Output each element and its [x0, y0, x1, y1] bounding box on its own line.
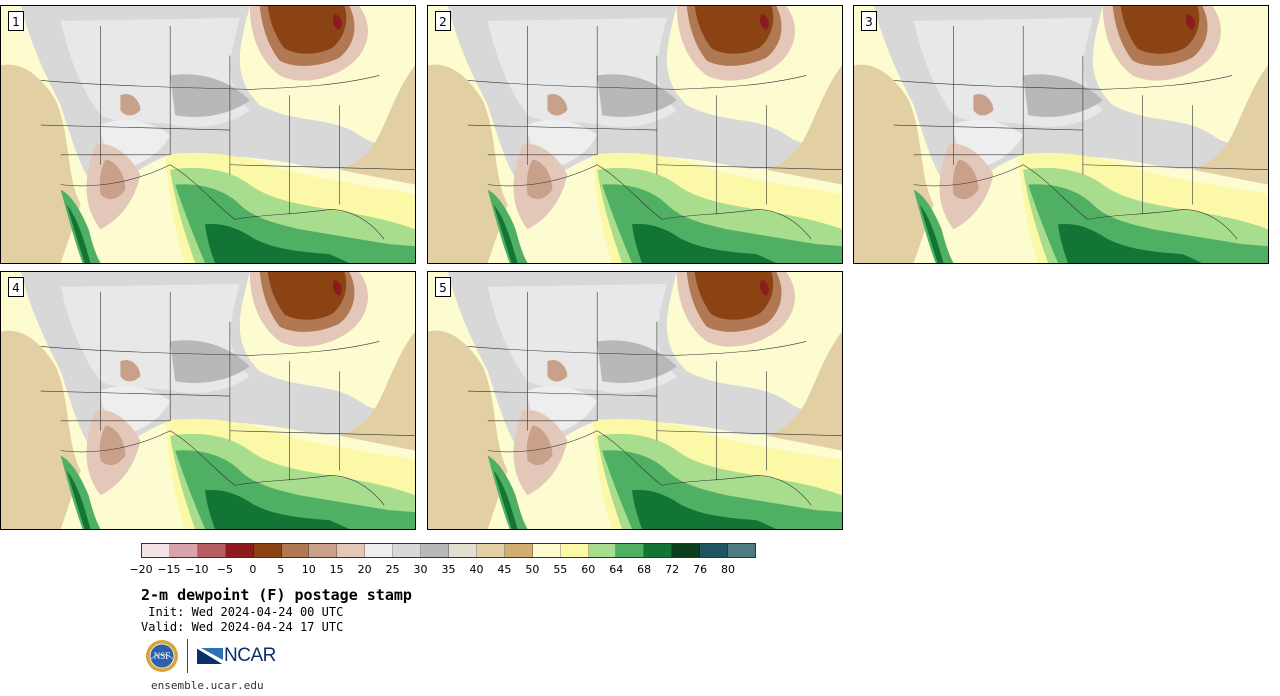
colorbar-segment	[616, 544, 645, 557]
colorbar-tick-label: −15	[157, 563, 181, 576]
map-panel: 1	[0, 5, 416, 264]
dewpoint-map	[854, 6, 1268, 263]
panel-number: 4	[8, 277, 24, 297]
panel-number: 3	[861, 11, 877, 31]
colorbar-segment	[532, 544, 561, 557]
footer-url: ensemble.ucar.edu	[151, 679, 264, 692]
colorbar-tick-label: 25	[385, 563, 400, 576]
colorbar-tick-label: 72	[665, 563, 680, 576]
dewpoint-map	[1, 272, 415, 529]
colorbar-segment	[421, 544, 449, 557]
colorbar-segment	[560, 544, 589, 557]
colorbar-segment	[253, 544, 282, 557]
colorbar-segment	[672, 544, 701, 557]
colorbar-segment	[225, 544, 254, 557]
colorbar-tick-label: 76	[693, 563, 708, 576]
colorbar-tick-label: 15	[329, 563, 344, 576]
colorbar-tick-label: 68	[637, 563, 652, 576]
panel-number: 1	[8, 11, 24, 31]
colorbar-segment	[197, 544, 226, 557]
ncar-logo: NCAR	[197, 645, 276, 667]
colorbar-segment	[644, 544, 673, 557]
colorbar-tick-label: 35	[441, 563, 456, 576]
panel-number: 2	[435, 11, 451, 31]
colorbar-tick-label: −20	[129, 563, 153, 576]
colorbar-segment	[393, 544, 422, 557]
colorbar-segment	[700, 544, 729, 557]
chart-title: 2-m dewpoint (F) postage stamp	[141, 586, 412, 604]
dewpoint-map	[428, 6, 842, 263]
ncar-mark-icon	[197, 647, 223, 665]
colorbar-tick-label: 20	[357, 563, 372, 576]
colorbar-segment	[448, 544, 477, 557]
nsf-logo: NSF	[146, 640, 178, 672]
colorbar-segment	[504, 544, 533, 557]
logos: NSF NCAR	[145, 638, 276, 674]
dewpoint-map	[428, 272, 842, 529]
colorbar-tick-label: 45	[497, 563, 512, 576]
init-time: Init: Wed 2024-04-24 00 UTC	[141, 605, 344, 619]
colorbar-segment	[476, 544, 505, 557]
colorbar-tick-label: 55	[553, 563, 568, 576]
colorbar-segment	[142, 544, 170, 557]
colorbar-tick-label: 40	[469, 563, 484, 576]
map-panel: 5	[427, 271, 843, 530]
colorbar-segment	[588, 544, 617, 557]
dewpoint-map	[1, 6, 415, 263]
colorbar-tick-label: −5	[216, 563, 233, 576]
colorbar-tick-label: 64	[609, 563, 624, 576]
colorbar-segment	[337, 544, 366, 557]
logo-divider	[187, 639, 188, 673]
colorbar-tick-label: 30	[413, 563, 428, 576]
colorbar-tick-label: 5	[277, 563, 285, 576]
map-panel: 2	[427, 5, 843, 264]
colorbar-tick-label: 10	[301, 563, 316, 576]
colorbar-segment	[365, 544, 394, 557]
colorbar-segment	[728, 544, 755, 557]
map-panel: 4	[0, 271, 416, 530]
colorbar-segment	[281, 544, 310, 557]
colorbar-ticks: −20 −15 −10 −5 0 5 10 15 20 25 30 35 40 45 50 55 60 64 68 7…	[129, 563, 756, 577]
colorbar-segment	[169, 544, 198, 557]
colorbar-tick-label: 80	[721, 563, 736, 576]
map-panel: 3	[853, 5, 1269, 264]
panel-number: 5	[435, 277, 451, 297]
colorbar	[141, 543, 756, 558]
colorbar-tick-label: −10	[185, 563, 209, 576]
colorbar-tick-label: 50	[525, 563, 540, 576]
colorbar-tick-label: 0	[249, 563, 257, 576]
ncar-logo-text: NCAR	[224, 645, 276, 666]
colorbar-segment	[309, 544, 338, 557]
colorbar-tick-label: 60	[581, 563, 596, 576]
valid-time: Valid: Wed 2024-04-24 17 UTC	[141, 620, 344, 634]
nsf-logo-text: NSF	[154, 651, 171, 661]
